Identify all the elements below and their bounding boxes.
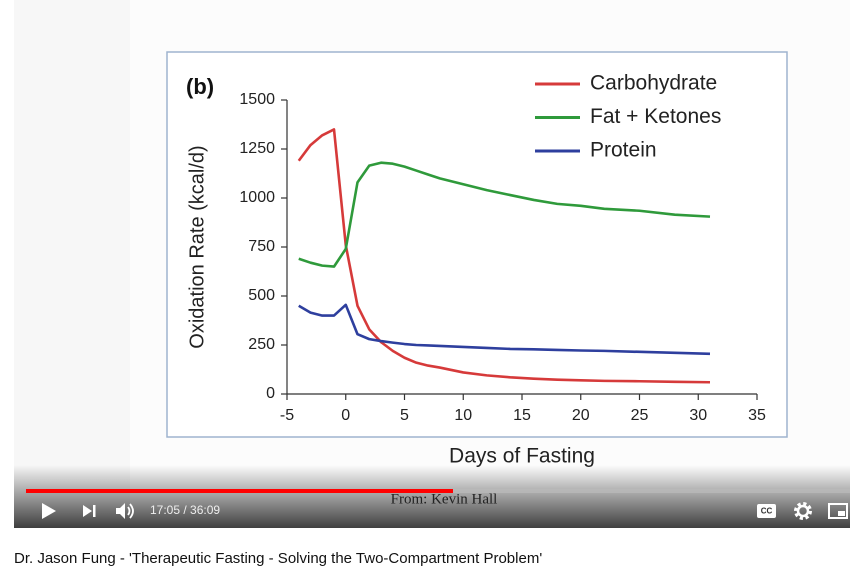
svg-text:CC: CC — [761, 507, 773, 516]
captions-button[interactable]: CC — [757, 504, 776, 518]
series-line — [298, 303, 711, 356]
plot: 0 250 500 750 1000 1250 1500 -5 0 5 10 15 20 25 30 35 Ca… — [239, 72, 766, 425]
y-tick-label: 750 — [248, 238, 275, 255]
credit: From: Kevin Hall — [391, 491, 498, 507]
x-tick-label: 20 — [572, 407, 590, 424]
x-tick-label: 35 — [748, 407, 766, 424]
y-tick-label: 1500 — [239, 91, 275, 108]
x-tick-label: 0 — [341, 407, 350, 424]
y-tick-label: 500 — [248, 287, 275, 304]
play-button[interactable] — [42, 503, 56, 519]
x-tick-label: 15 — [513, 407, 531, 424]
controls-shade — [14, 465, 850, 528]
miniplayer-button[interactable] — [828, 503, 848, 519]
x-tick-label: 5 — [400, 407, 409, 424]
x-tick-label: -5 — [280, 407, 294, 424]
y-tick-label: 0 — [266, 385, 275, 402]
legend-label: Protein — [590, 139, 657, 162]
x-axis-label: Days of Fasting — [449, 445, 595, 468]
time-display: 17:05 / 36:09 — [150, 503, 220, 517]
y-tick-label: 1000 — [239, 189, 275, 206]
x-tick-label: 30 — [689, 407, 707, 424]
progress-played[interactable] — [26, 489, 453, 493]
series-line — [298, 161, 711, 268]
settings-button[interactable] — [794, 502, 812, 520]
x-tick-label: 25 — [631, 407, 649, 424]
next-button[interactable] — [83, 505, 96, 517]
legend-label: Fat + Ketones — [590, 105, 721, 128]
legend-label: Carbohydrate — [590, 72, 717, 95]
y-axis-label: Oxidation Rate (kcal/d) — [186, 145, 208, 348]
video-title: Dr. Jason Fung - 'Therapeutic Fasting - … — [14, 550, 543, 567]
y-tick-label: 250 — [248, 336, 275, 353]
series-line — [297, 128, 711, 384]
panel-label: (b) — [186, 74, 214, 99]
video-player[interactable]: (b) Oxidation Rate (kcal/d) Days of Fast… — [0, 0, 850, 540]
chart-frame — [166, 51, 788, 438]
x-tick-label: 10 — [454, 407, 472, 424]
y-tick-label: 1250 — [239, 140, 275, 157]
volume-button[interactable] — [116, 503, 134, 519]
